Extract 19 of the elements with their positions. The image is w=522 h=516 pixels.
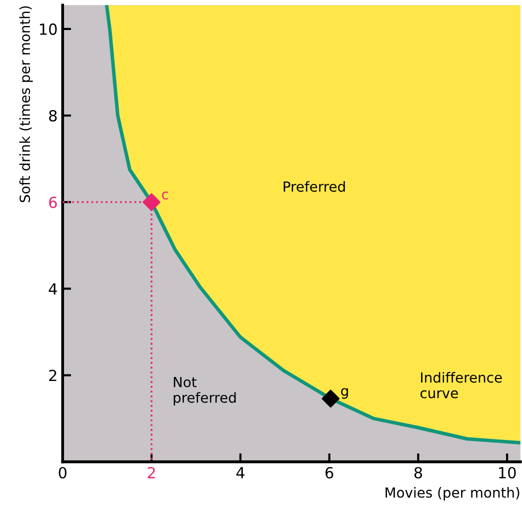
x-tick-label: 0 bbox=[58, 466, 66, 479]
x-tick-label: 6 bbox=[326, 466, 334, 479]
y-tick-label: 10 bbox=[40, 23, 57, 35]
annotation: Indifference curve bbox=[420, 372, 502, 398]
annotation: Preferred bbox=[284, 181, 345, 192]
x-tick-label: 10 bbox=[499, 466, 516, 479]
y-tick-label: 2 bbox=[49, 370, 56, 382]
x-tick-label: 2 bbox=[148, 466, 155, 478]
annotation: g bbox=[341, 388, 348, 399]
line-series bbox=[104, 5, 520, 445]
y-tick-label: 4 bbox=[48, 283, 57, 294]
y-tick-label: 8 bbox=[49, 110, 57, 122]
annotation: c bbox=[162, 192, 168, 200]
annotation: Not preferred bbox=[174, 376, 236, 406]
x-tick-label: 4 bbox=[236, 467, 244, 478]
x-axis-title: Movies (per month) bbox=[386, 487, 520, 500]
y-axis-title: Soft drink (times per month) bbox=[19, 6, 33, 202]
x-tick-label: 8 bbox=[414, 466, 422, 479]
y-tick-label: 6 bbox=[49, 196, 57, 208]
